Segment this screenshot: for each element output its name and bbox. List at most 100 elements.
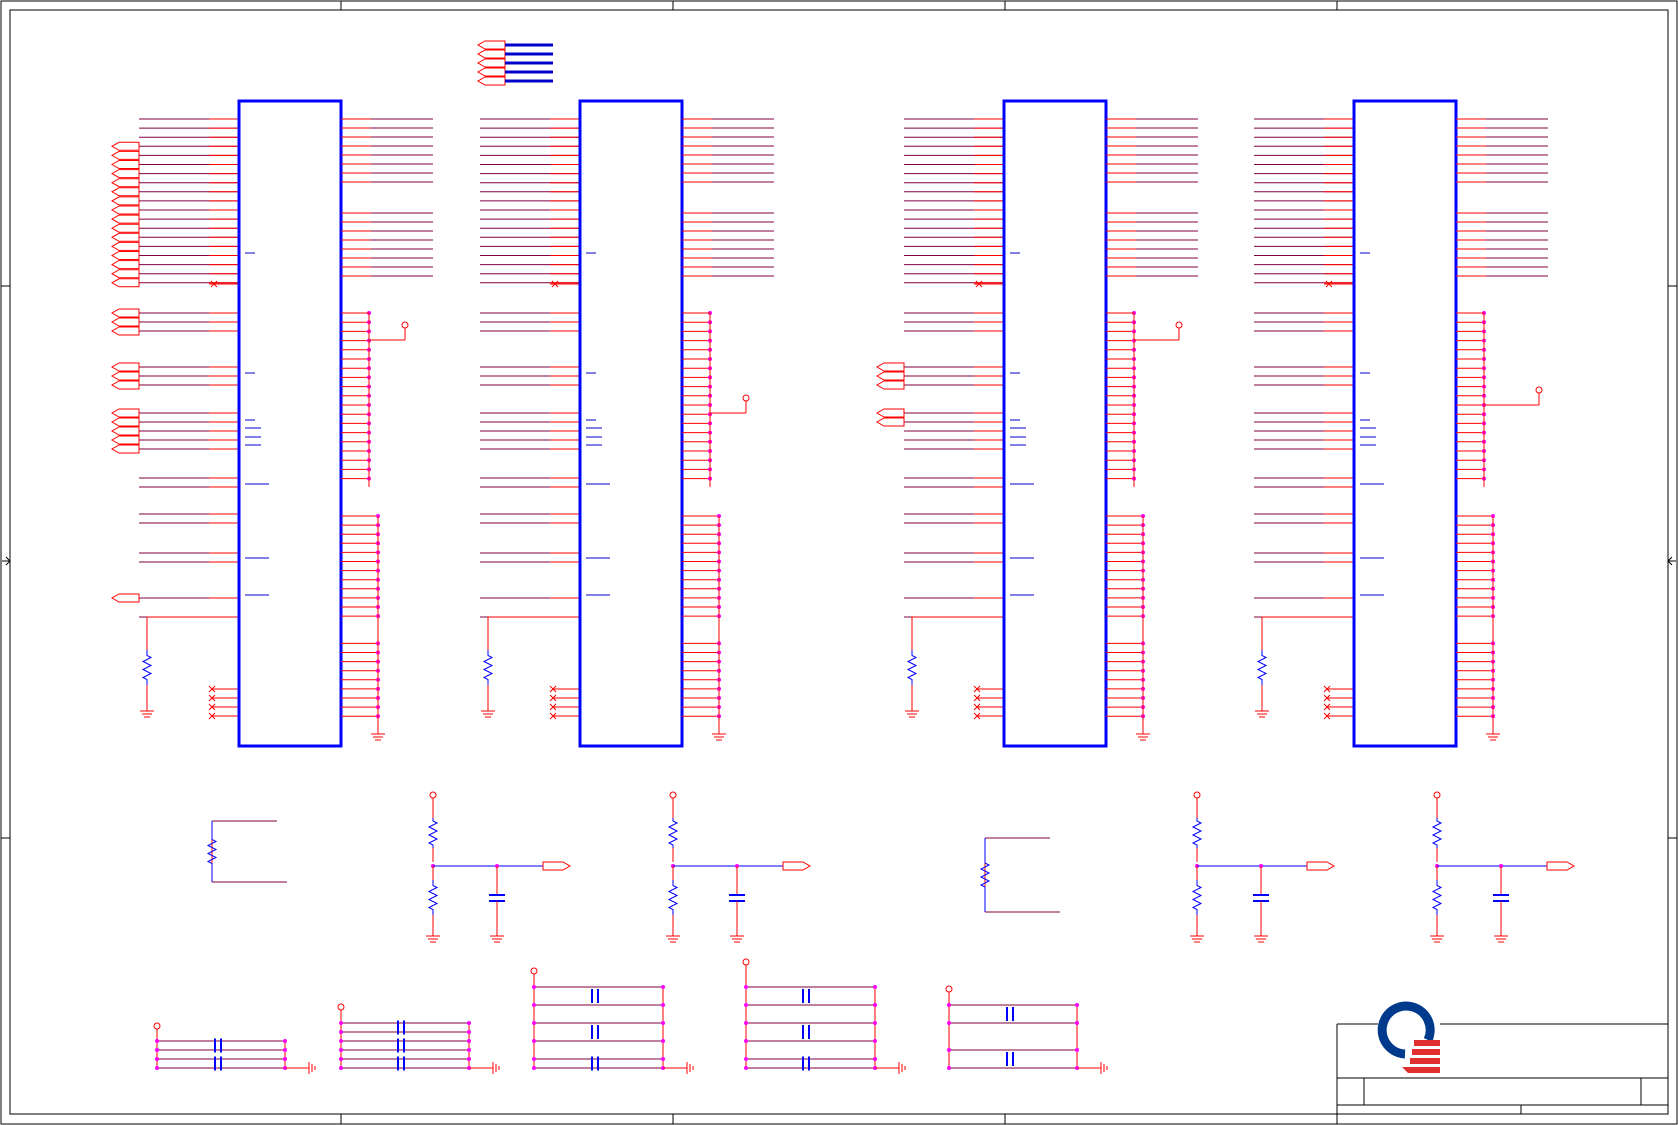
resistor	[482, 650, 494, 685]
vref-divider-circuits	[206, 791, 1576, 943]
port-connector	[875, 371, 905, 381]
power-rail-icon	[669, 791, 677, 799]
junction-dot	[1075, 1048, 1079, 1052]
junction-dot	[744, 1039, 748, 1043]
port-connector	[875, 408, 905, 418]
junction-dot	[532, 985, 536, 989]
junction-dot	[339, 1030, 343, 1034]
power-rail-icon	[1175, 321, 1183, 329]
port-connector	[110, 214, 140, 224]
port-connector	[1546, 861, 1576, 871]
junction-dot	[661, 1003, 665, 1007]
port-connector	[110, 187, 140, 197]
port-connector	[875, 380, 905, 390]
junction-dot	[1075, 1021, 1079, 1025]
power-rail-icon	[1535, 386, 1543, 394]
resistor	[1191, 818, 1203, 848]
chip-body	[1002, 99, 1108, 748]
port-connector	[110, 417, 140, 427]
power-rail-icon	[530, 967, 538, 975]
port-connector	[110, 362, 140, 372]
junction-dot	[947, 1021, 951, 1025]
junction-dot	[744, 985, 748, 989]
port-connector	[110, 241, 140, 251]
port-connector	[110, 169, 140, 179]
power-rail-icon	[1433, 791, 1441, 799]
junction-dot	[467, 1048, 471, 1052]
resistor	[206, 821, 218, 882]
port-connector	[110, 260, 140, 270]
decoupling-capacitor-banks	[153, 958, 1108, 1074]
junction-dot	[467, 1030, 471, 1034]
junction-dot	[155, 1048, 159, 1052]
port-connector	[110, 141, 140, 151]
port-connector	[110, 317, 140, 327]
power-rail-icon	[337, 1003, 345, 1011]
port-connector	[110, 408, 140, 418]
chip-body	[578, 99, 684, 748]
resistor	[1191, 880, 1203, 915]
bus-connector-group	[476, 40, 553, 86]
junction-dot	[873, 1003, 877, 1007]
resistor	[427, 880, 439, 915]
junction-dot	[744, 1066, 748, 1070]
resistor	[667, 880, 679, 915]
port-connector	[110, 205, 140, 215]
junction-dot	[744, 1021, 748, 1025]
junction-dot	[467, 1039, 471, 1043]
chip-body	[1352, 99, 1458, 748]
resistor	[906, 650, 918, 685]
junction-dot	[283, 1048, 287, 1052]
junction-dot	[283, 1039, 287, 1043]
port-connector	[110, 269, 140, 279]
port-connector	[110, 223, 140, 233]
memory-chip-u2[interactable]	[480, 99, 774, 748]
memory-chip-u4[interactable]	[1254, 99, 1548, 748]
port-connector	[476, 58, 506, 68]
quanta-logo	[1377, 1001, 1440, 1073]
junction-dot	[339, 1057, 343, 1061]
memory-chip-u3[interactable]	[875, 99, 1198, 748]
resistor	[667, 818, 679, 848]
junction-dot	[947, 1003, 951, 1007]
port-connector	[542, 861, 572, 871]
left-edge-arrow-icon	[2, 556, 11, 566]
junction-dot	[532, 1066, 536, 1070]
port-connector	[476, 40, 506, 50]
power-rail-icon	[401, 321, 409, 329]
port-connector	[1306, 861, 1336, 871]
junction-dot	[947, 1066, 951, 1070]
port-connector	[875, 362, 905, 372]
junction-dot	[1075, 1003, 1079, 1007]
resistor	[1431, 880, 1443, 915]
junction-dot	[339, 1021, 343, 1025]
junction-dot	[339, 1066, 343, 1070]
port-connector	[782, 861, 812, 871]
junction-dot	[155, 1057, 159, 1061]
resistor	[141, 650, 153, 685]
port-connector	[110, 444, 140, 454]
port-connector	[875, 417, 905, 427]
junction-dot	[532, 1003, 536, 1007]
junction-dot	[873, 1039, 877, 1043]
memory-chip-u1[interactable]	[110, 99, 433, 748]
junction-dot	[744, 1003, 748, 1007]
port-connector	[110, 178, 140, 188]
port-connector	[110, 232, 140, 242]
power-rail-icon	[153, 1022, 161, 1030]
port-connector	[110, 308, 140, 318]
junction-dot	[155, 1039, 159, 1043]
port-connector	[110, 426, 140, 436]
port-connector	[110, 160, 140, 169]
power-rail-icon	[1193, 791, 1201, 799]
resistor	[427, 818, 439, 848]
port-connector	[110, 371, 140, 381]
junction-dot	[873, 1021, 877, 1025]
port-connector	[476, 49, 506, 59]
right-edge-arrow-icon	[1667, 556, 1676, 566]
junction-dot	[532, 1021, 536, 1025]
port-connector	[110, 435, 140, 445]
junction-dot	[532, 1057, 536, 1061]
port-connector	[476, 76, 506, 86]
